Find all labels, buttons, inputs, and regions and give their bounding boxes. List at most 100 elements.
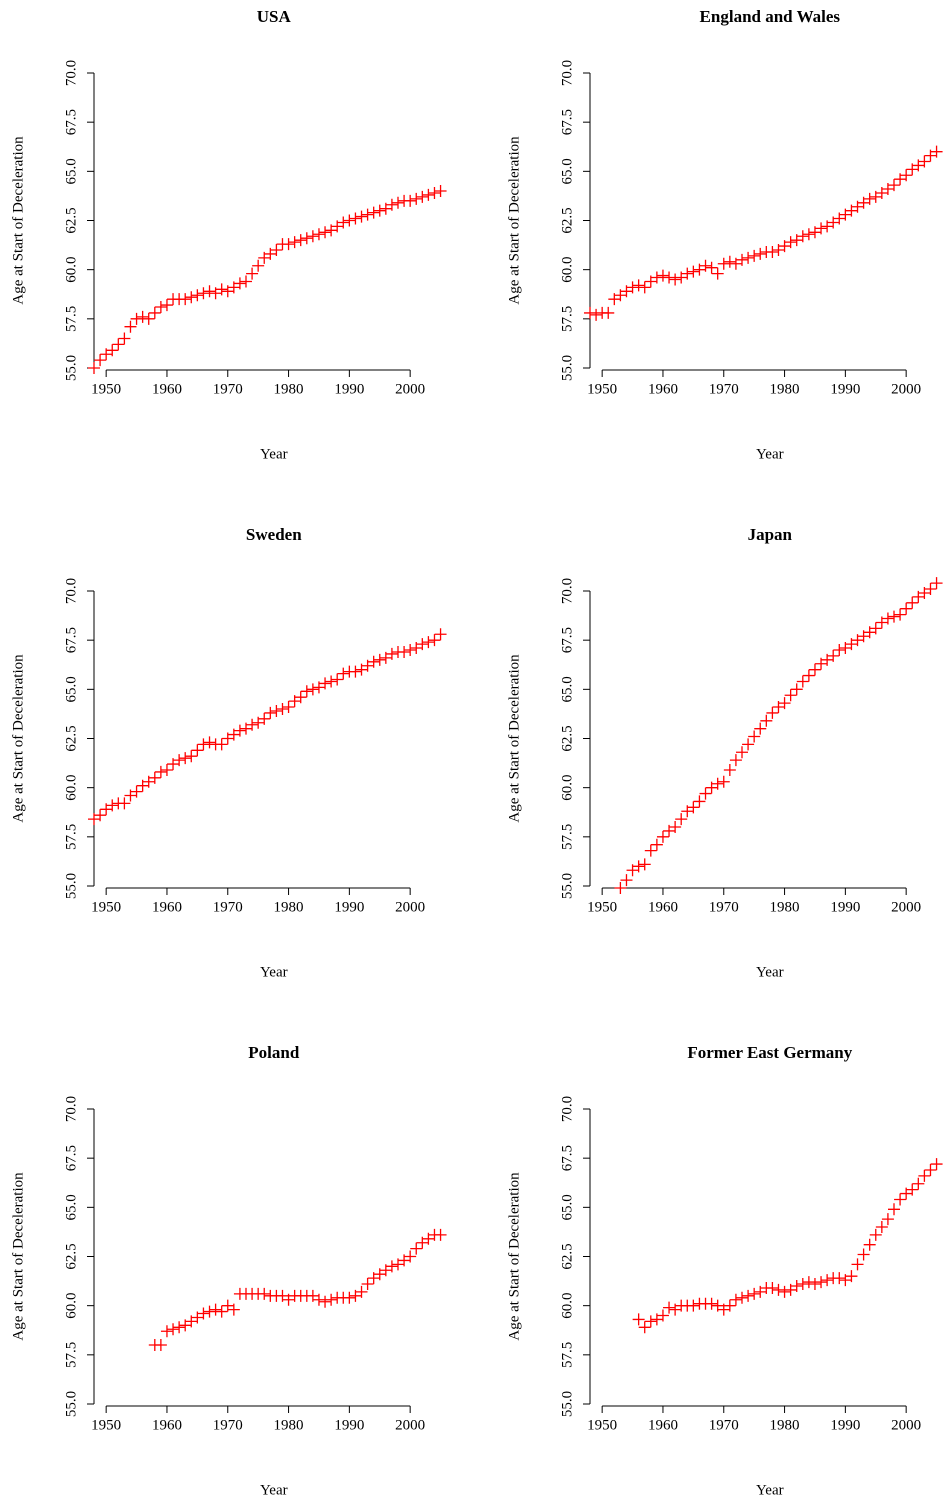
point [796,1278,809,1291]
x-tick-label: 2000 [395,899,425,915]
point [100,348,113,361]
x-tick-label: 2000 [891,899,921,915]
point [233,277,246,290]
point [839,208,852,221]
x-tick-label: 1950 [91,1417,121,1433]
point [754,1285,767,1298]
point [772,1283,785,1296]
point [906,596,919,609]
point [906,163,919,176]
chart-title: England and Wales [700,7,841,26]
y-tick-label: 65.0 [559,676,575,702]
point [416,1236,429,1249]
point [276,703,289,715]
y-tick-label: 60.0 [63,775,79,801]
point [379,1264,392,1277]
point [337,216,350,229]
point [349,1289,362,1302]
point [136,310,149,323]
point [717,257,730,270]
point [906,1183,919,1196]
point [869,190,882,203]
point [687,801,700,814]
x-tick-label: 1970 [213,899,243,915]
point [626,864,639,877]
point [173,754,186,767]
point [894,1193,907,1206]
point [294,691,307,704]
point [723,1299,736,1312]
point [796,230,809,243]
point [784,236,797,249]
point [827,649,840,662]
chart-title: Poland [248,1043,300,1062]
point [711,267,724,280]
point [94,354,107,367]
point [240,722,252,735]
point [650,1313,663,1326]
point [94,809,107,822]
point [385,198,398,211]
point [264,247,277,260]
point [410,192,423,205]
point [319,1295,332,1308]
y-tick-label: 67.5 [63,109,79,135]
point [881,183,894,196]
y-tick-label: 60.0 [63,257,79,283]
y-axis-label: Age at Start of Deceleration [10,1172,26,1341]
point [312,1293,325,1306]
point [790,683,803,696]
point [422,1232,435,1245]
point [246,267,259,280]
point [687,1299,700,1312]
point [888,179,900,192]
point [869,1228,882,1241]
point [638,281,651,294]
point [246,718,259,731]
point [319,677,332,690]
point [851,1258,864,1271]
point [924,583,937,596]
point [717,775,730,788]
point [319,226,332,239]
point [790,234,803,247]
point [112,338,125,351]
point [888,1203,900,1216]
y-tick-label: 65.0 [559,158,575,184]
chart-title: Japan [748,525,793,544]
y-tick-label: 55.0 [559,873,575,899]
y-tick-label: 55.0 [63,873,79,899]
point [173,1321,186,1334]
x-tick-label: 1990 [830,1417,860,1433]
point [106,344,119,357]
point [729,257,742,270]
point [656,830,669,843]
point [124,789,137,802]
point [404,644,417,656]
point [422,636,435,649]
x-tick-label: 1980 [770,899,800,915]
point [632,279,645,292]
y-axis-label: Age at Start of Deceleration [10,654,26,823]
point [802,669,815,682]
point [881,1213,894,1226]
point [355,1285,368,1298]
point [754,247,767,260]
y-tick-label: 67.5 [559,1145,575,1171]
point [808,226,821,239]
point [331,673,344,686]
point [729,754,742,767]
point [191,744,204,757]
point [197,738,210,751]
point [179,1319,192,1332]
point [875,186,888,199]
point [179,293,192,306]
point [252,259,265,272]
point [197,1307,210,1320]
point [167,758,180,771]
point [742,1289,755,1302]
point [705,261,718,274]
point [802,228,815,241]
y-tick-label: 57.5 [63,1342,79,1368]
